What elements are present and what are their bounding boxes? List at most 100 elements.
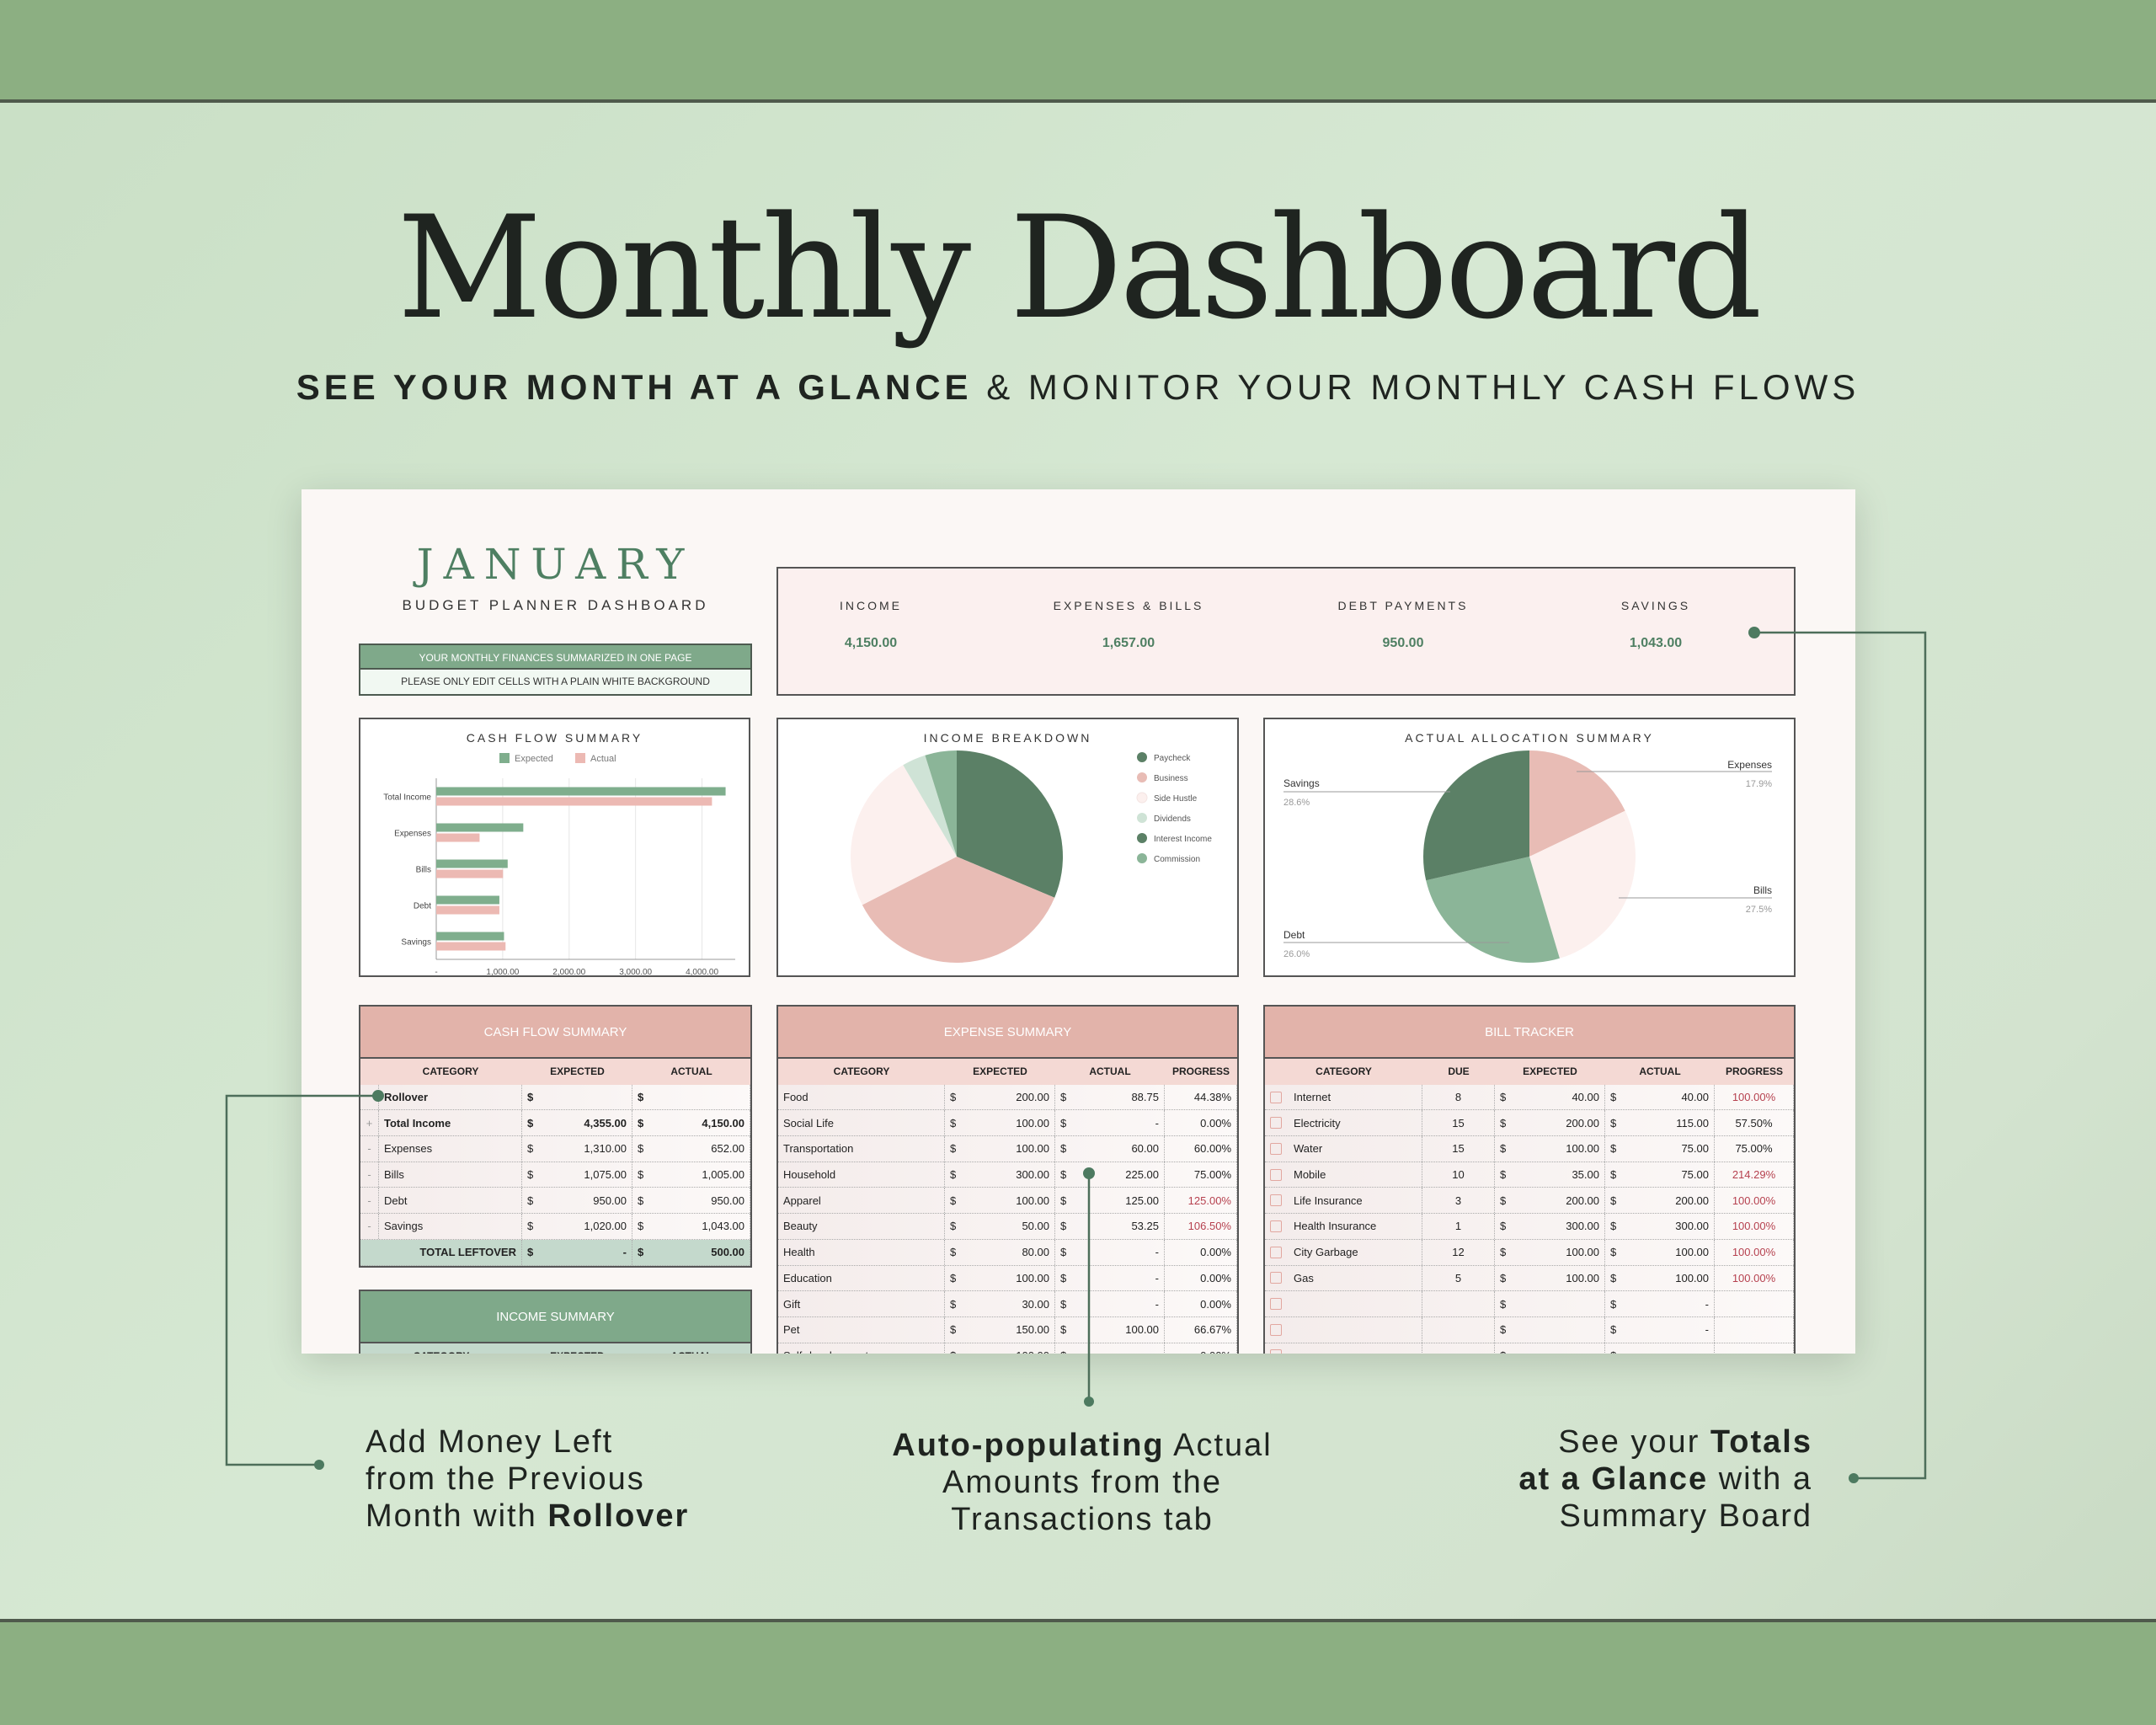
currency-cell[interactable]: $100.00 — [945, 1343, 1055, 1354]
paid-checkbox[interactable] — [1270, 1168, 1282, 1181]
due-cell[interactable]: 15 — [1422, 1110, 1495, 1136]
currency-cell[interactable]: $ — [1495, 1291, 1605, 1316]
currency-cell[interactable]: $4,355.00 — [522, 1110, 632, 1136]
currency-cell[interactable]: $ — [522, 1084, 632, 1110]
currency-cell[interactable]: $100.00 — [1495, 1136, 1605, 1162]
due-cell[interactable]: 8 — [1422, 1084, 1495, 1110]
amount: 1,310.00 — [584, 1142, 627, 1156]
legend-label: Business — [1154, 774, 1188, 783]
currency-cell[interactable]: $100.00 — [945, 1188, 1055, 1214]
currency-cell[interactable]: $100.00 — [945, 1265, 1055, 1291]
currency-symbol: $ — [1500, 1349, 1506, 1354]
kpi-value[interactable]: 950.00 — [1382, 636, 1424, 650]
kpi-value[interactable]: 1,043.00 — [1629, 636, 1683, 650]
currency-cell[interactable]: $100.00 — [1495, 1239, 1605, 1265]
amount: 50.00 — [1022, 1220, 1049, 1233]
bar-actual — [436, 942, 506, 951]
paid-checkbox[interactable] — [1270, 1091, 1282, 1103]
due-cell[interactable] — [1422, 1343, 1495, 1354]
table-row: - Debt $950.00 $950.00 — [360, 1188, 750, 1215]
x-tick-label: 3,000.00 — [619, 968, 652, 975]
currency-cell[interactable]: $300.00 — [1495, 1214, 1605, 1239]
currency-cell[interactable]: $30.00 — [945, 1291, 1055, 1316]
currency-cell[interactable]: $ — [1495, 1343, 1605, 1354]
currency-cell[interactable]: $150.00 — [945, 1316, 1055, 1343]
currency-cell[interactable]: $100.00 — [945, 1110, 1055, 1136]
currency-symbol: $ — [950, 1220, 957, 1233]
column-header: ACTUAL — [1639, 1065, 1681, 1078]
due-cell[interactable] — [1422, 1316, 1495, 1343]
due-cell[interactable] — [1422, 1291, 1495, 1316]
paid-checkbox[interactable] — [1270, 1194, 1282, 1207]
paid-checkbox[interactable] — [1270, 1246, 1282, 1258]
amount: 4,150.00 — [702, 1116, 744, 1130]
currency-cell: $53.25 — [1055, 1214, 1165, 1239]
paid-checkbox[interactable] — [1270, 1220, 1282, 1232]
currency-cell: $500.00 — [632, 1239, 750, 1265]
amount: 100.00 — [1016, 1142, 1049, 1156]
currency-cell[interactable]: $1,020.00 — [522, 1214, 632, 1239]
currency-cell[interactable]: $950.00 — [522, 1188, 632, 1214]
currency-symbol: $ — [1500, 1297, 1507, 1311]
slice-label: Debt — [1283, 929, 1305, 941]
progress-cell: 106.50% — [1165, 1214, 1237, 1239]
currency-symbol: $ — [1060, 1323, 1067, 1337]
kpi-value[interactable]: 4,150.00 — [844, 636, 898, 650]
legend-label: Commission — [1154, 855, 1200, 864]
table-row: Self-development$100.00$-0.00% — [778, 1343, 1237, 1354]
kpi-label: SAVINGS — [1620, 599, 1691, 612]
currency-cell[interactable]: $50.00 — [945, 1214, 1055, 1239]
allocation-pie-svg: Expenses 17.9% Bills 27.5% Debt 26.0% Savings 2… — [1283, 750, 1772, 963]
paid-checkbox[interactable] — [1270, 1349, 1282, 1354]
paid-checkbox[interactable] — [1270, 1298, 1282, 1311]
category-cell: Food — [778, 1084, 945, 1110]
currency-symbol: $ — [1060, 1116, 1067, 1130]
currency-cell[interactable]: $1,075.00 — [522, 1162, 632, 1188]
due-cell[interactable]: 15 — [1422, 1136, 1495, 1162]
slice-label: Bills — [1753, 884, 1772, 896]
due-cell[interactable]: 10 — [1422, 1162, 1495, 1188]
currency-cell[interactable]: $100.00 — [1495, 1265, 1605, 1291]
y-tick-label: Debt — [414, 902, 431, 911]
currency-cell[interactable]: $300.00 — [945, 1162, 1055, 1188]
table-row: Life Insurance 3 $200.00 $200.00 100.00% — [1265, 1188, 1794, 1215]
table-row: Internet 8 $40.00 $40.00 100.00% — [1265, 1084, 1794, 1111]
currency-cell[interactable]: $1,310.00 — [522, 1136, 632, 1162]
category-cell: Water — [1265, 1136, 1422, 1162]
text: Month with — [366, 1498, 548, 1534]
column-header-row: CATEGORY EXPECTED ACTUAL — [360, 1059, 750, 1085]
due-cell[interactable]: 12 — [1422, 1239, 1495, 1265]
paid-checkbox[interactable] — [1270, 1272, 1282, 1284]
due-cell[interactable]: 1 — [1422, 1214, 1495, 1239]
slice-value-label: 17.9% — [1746, 779, 1772, 789]
currency-cell[interactable]: $ — [1495, 1316, 1605, 1343]
amount: - — [1155, 1246, 1159, 1259]
progress-cell: 100.00% — [1715, 1084, 1794, 1110]
currency-cell[interactable]: $200.00 — [1495, 1188, 1605, 1214]
currency-cell[interactable]: $200.00 — [1495, 1110, 1605, 1136]
currency-cell[interactable]: $35.00 — [1495, 1162, 1605, 1188]
due-cell[interactable]: 5 — [1422, 1265, 1495, 1291]
currency-cell[interactable]: $200.00 — [945, 1084, 1055, 1110]
amount: 500.00 — [711, 1246, 744, 1259]
kpi-value[interactable]: 1,657.00 — [1102, 636, 1155, 650]
currency-cell[interactable]: $80.00 — [945, 1239, 1055, 1265]
paid-checkbox[interactable] — [1270, 1142, 1282, 1155]
row-marker: + — [360, 1110, 379, 1136]
dashboard-preview: JANUARY BUDGET PLANNER DASHBOARD YOUR MO… — [302, 489, 1855, 1354]
chart-title: INCOME BREAKDOWN — [923, 731, 1092, 745]
table-row: Health Insurance 1 $300.00 $300.00 100.00% — [1265, 1214, 1794, 1240]
progress-cell: 44.38% — [1165, 1084, 1237, 1110]
slice-label: Expenses — [1727, 759, 1772, 771]
due-cell[interactable]: 3 — [1422, 1188, 1495, 1214]
row-marker: - — [360, 1162, 379, 1188]
amount: 100.00 — [1016, 1271, 1049, 1284]
table-row: Rollover $ $ — [360, 1084, 750, 1111]
column-header: CATEGORY — [833, 1065, 890, 1078]
currency-cell[interactable]: $40.00 — [1495, 1084, 1605, 1110]
paid-checkbox[interactable] — [1270, 1323, 1282, 1336]
annotation-line: from the Previous — [366, 1461, 645, 1497]
currency-cell: $115.00 — [1605, 1110, 1715, 1136]
paid-checkbox[interactable] — [1270, 1117, 1282, 1130]
currency-cell[interactable]: $100.00 — [945, 1136, 1055, 1162]
